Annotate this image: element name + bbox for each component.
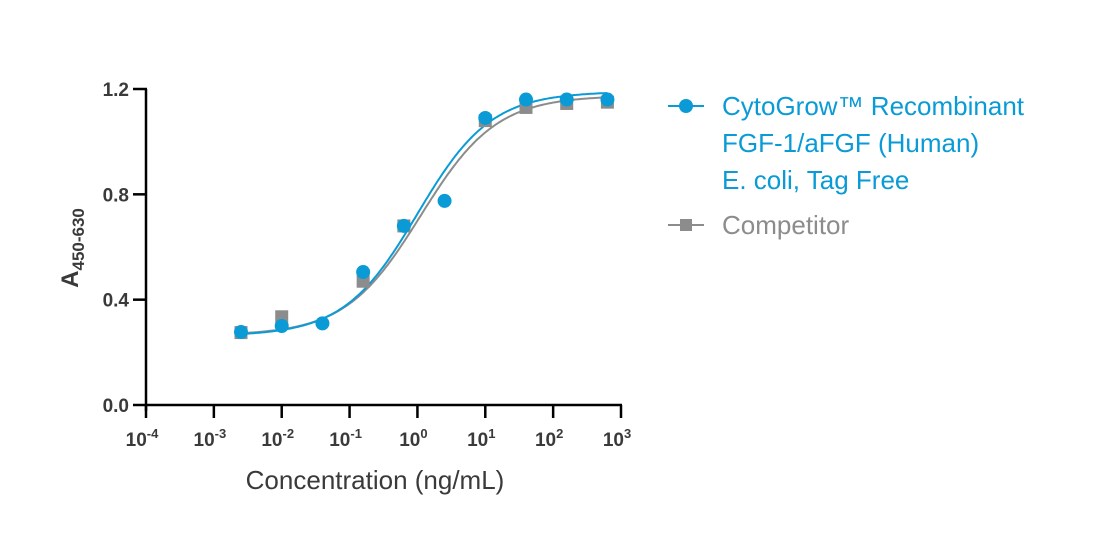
x-tick-label: 101 <box>467 426 495 451</box>
data-point-circle <box>478 110 493 125</box>
svg-text:A450-630: A450-630 <box>57 208 88 288</box>
x-tick-label: 10-4 <box>126 426 159 451</box>
x-axis-title: Concentration (ng/mL) <box>246 465 505 495</box>
fit-curves <box>240 92 608 335</box>
legend-item-cytogrow[interactable]: CytoGrow™ Recombinant FGF-1/aFGF (Human)… <box>668 91 1024 199</box>
fit-curve <box>240 92 608 335</box>
x-tick-label: 103 <box>603 426 631 451</box>
y-tick-label: 0.8 <box>103 185 129 206</box>
axes: 0.0 0.4 0.8 1.2 10-4 10-3 10-2 10-1 100 101 102 103 <box>103 80 632 451</box>
legend-label-line: E. coli, Tag Free <box>722 165 910 195</box>
y-tick-label: 1.2 <box>103 80 129 101</box>
y-axis-title-main: A <box>57 271 84 288</box>
data-point-circle <box>315 316 330 331</box>
data-points <box>234 92 615 340</box>
data-point-circle <box>559 92 574 107</box>
data-point-circle <box>356 265 371 280</box>
fit-curve <box>240 96 608 335</box>
legend-item-competitor[interactable]: Competitor <box>668 210 1024 244</box>
x-tick-label: 10-1 <box>329 426 362 451</box>
x-tick-label: 10-3 <box>194 426 227 451</box>
data-point-circle <box>519 92 533 107</box>
data-point-circle <box>437 193 452 208</box>
legend-marker-circle-icon <box>668 92 704 120</box>
y-tick-label: 0.4 <box>103 291 130 312</box>
y-tick-label: 0.0 <box>103 396 129 417</box>
data-point-circle <box>600 92 615 107</box>
legend-label-line: CytoGrow™ Recombinant <box>722 91 1024 121</box>
legend-marker-square-icon <box>668 211 704 239</box>
data-point-circle <box>396 218 411 233</box>
x-tick-label: 100 <box>399 426 427 451</box>
x-tick-label: 102 <box>535 426 563 451</box>
data-point-circle <box>234 325 248 340</box>
legend: CytoGrow™ Recombinant FGF-1/aFGF (Human)… <box>668 91 1024 256</box>
y-axis-title-sub: 450-630 <box>69 208 88 270</box>
x-tick-label: 10-2 <box>261 426 294 451</box>
data-point-circle <box>274 319 289 333</box>
y-axis-title: A450-630 <box>57 208 88 288</box>
legend-label-line: FGF-1/aFGF (Human) <box>722 128 980 158</box>
legend-label-line: Competitor <box>722 210 850 240</box>
